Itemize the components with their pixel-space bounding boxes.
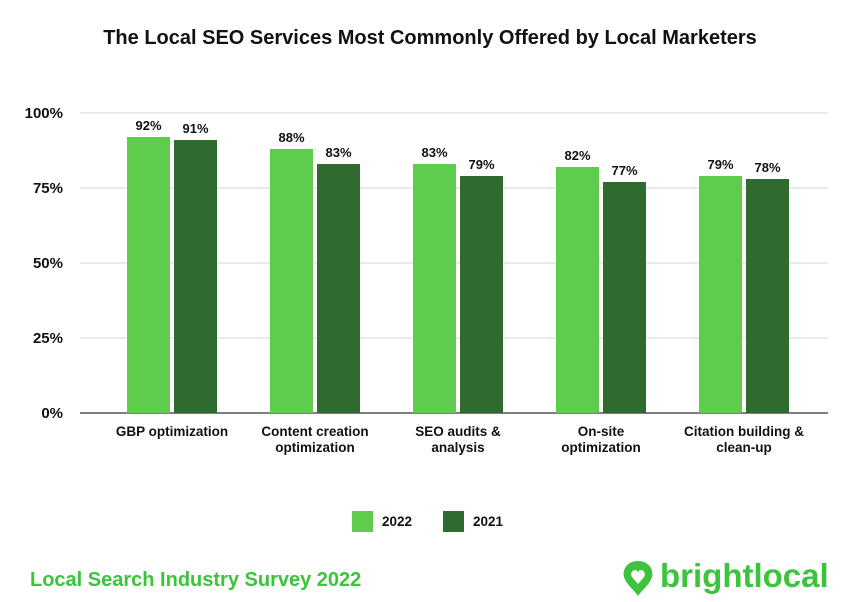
- y-tick-label: 50%: [33, 255, 63, 272]
- data-label: 78%: [754, 160, 780, 175]
- data-label: 91%: [182, 121, 208, 136]
- category-label: GBP optimization: [116, 424, 228, 439]
- y-axis-ticks: 0% 25% 50% 75% 100%: [25, 105, 63, 422]
- data-label: 83%: [421, 145, 447, 160]
- data-label: 79%: [707, 157, 733, 172]
- bar-2021-2: [460, 176, 503, 413]
- category-label: On-site optimization: [561, 424, 641, 455]
- category-label: Content creation optimization: [261, 424, 368, 455]
- data-label: 82%: [564, 148, 590, 163]
- y-tick-label: 100%: [25, 105, 63, 122]
- legend-swatch-2022: [352, 511, 373, 532]
- bar-2022-2: [413, 164, 456, 413]
- data-label: 92%: [135, 118, 161, 133]
- x-axis-categories: GBP optimization Content creation optimiza…: [116, 424, 804, 455]
- chart-title: The Local SEO Services Most Commonly Off…: [103, 27, 757, 49]
- bar-2021-3: [603, 182, 646, 413]
- data-label: 77%: [611, 163, 637, 178]
- y-tick-label: 25%: [33, 330, 63, 347]
- y-tick-label: 0%: [41, 405, 63, 422]
- bar-2021-1: [317, 164, 360, 413]
- bar-2022-1: [270, 149, 313, 413]
- legend-swatch-2021: [443, 511, 464, 532]
- bars: [127, 137, 789, 413]
- legend: 2022 2021: [352, 511, 504, 532]
- data-label: 83%: [325, 145, 351, 160]
- bar-2022-3: [556, 167, 599, 413]
- y-tick-label: 75%: [33, 180, 63, 197]
- data-label: 88%: [278, 130, 304, 145]
- legend-label-2021: 2021: [473, 514, 504, 529]
- location-pin-heart-icon: [623, 561, 653, 596]
- legend-label-2022: 2022: [382, 514, 412, 529]
- data-labels: 92% 91% 88% 83% 83% 79% 82% 77% 79% 78%: [135, 118, 780, 178]
- bar-2022-0: [127, 137, 170, 413]
- bar-2022-4: [699, 176, 742, 413]
- category-label: SEO audits & analysis: [415, 424, 501, 455]
- brand-name: brightlocal: [660, 557, 829, 594]
- data-label: 79%: [468, 157, 494, 172]
- category-label: Citation building & clean-up: [684, 424, 804, 455]
- bar-2021-0: [174, 140, 217, 413]
- bar-2021-4: [746, 179, 789, 413]
- survey-title: Local Search Industry Survey 2022: [30, 569, 361, 591]
- brightlocal-logo: brightlocal: [623, 557, 829, 596]
